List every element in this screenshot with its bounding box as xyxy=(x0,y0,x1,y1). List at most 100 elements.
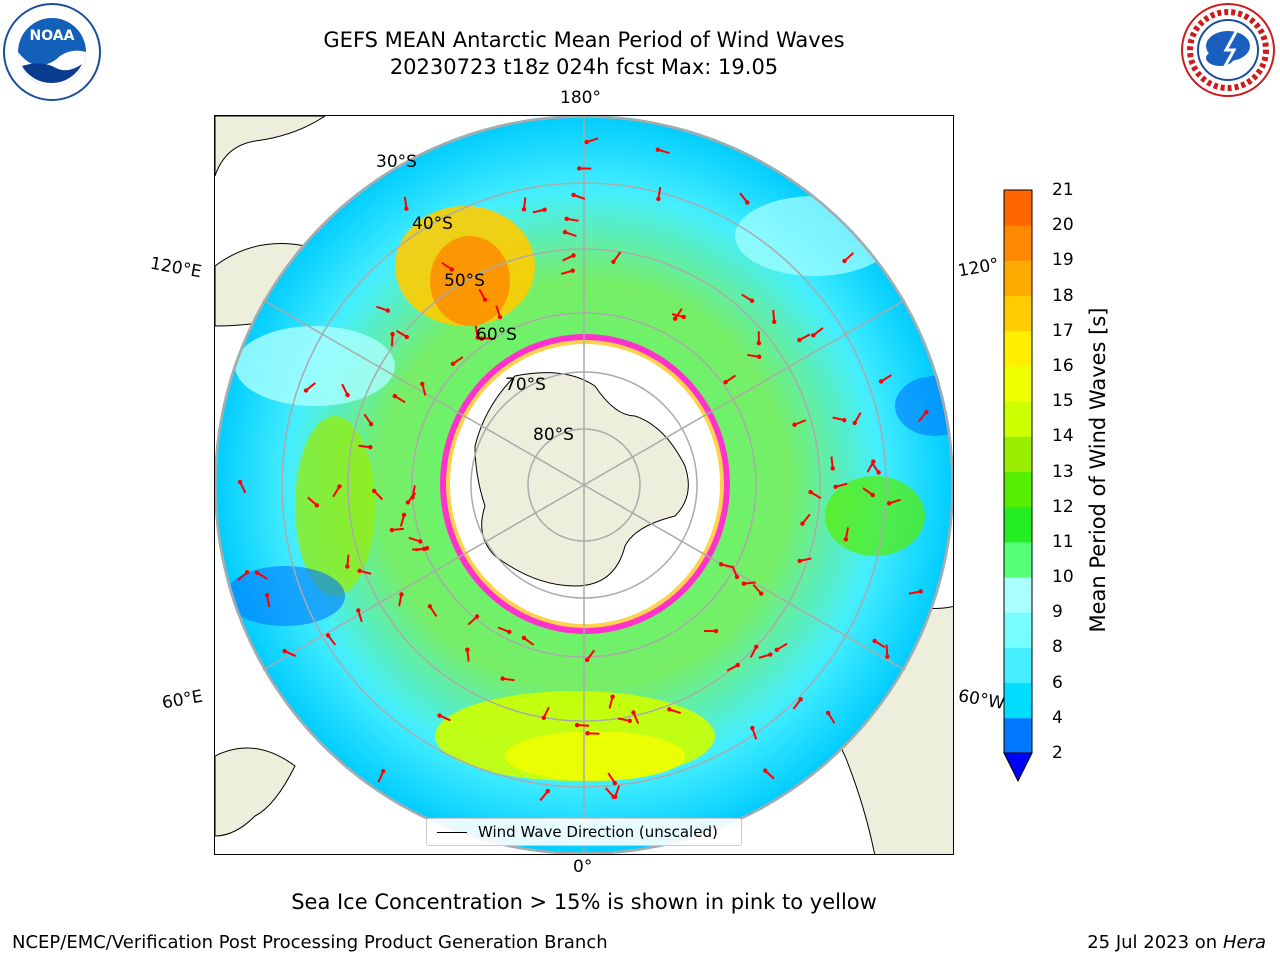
wave-arrow-head xyxy=(612,794,618,800)
lat-label-30s: 30°S xyxy=(376,152,417,172)
wave-arrow-head xyxy=(345,392,350,398)
wave-arrow-head xyxy=(570,268,575,273)
wave-arrow-head xyxy=(797,558,802,564)
colorbar-tick-label: 4 xyxy=(1052,707,1063,728)
colorbar-band xyxy=(1004,190,1032,226)
polar-map xyxy=(214,115,954,855)
wave-arrow-head xyxy=(870,492,875,498)
lon-label-60e: 60°E xyxy=(160,686,205,714)
wave-arrow-head xyxy=(564,216,569,221)
wave-arrow-head xyxy=(723,380,728,385)
wave-arrow-head xyxy=(541,715,546,721)
wave-arrow-head xyxy=(475,335,480,340)
wave-arrow-head xyxy=(542,207,547,212)
noaa-logo-icon: NOAA xyxy=(2,2,102,106)
colorbar-band xyxy=(1004,612,1032,648)
wave-arrow-head xyxy=(798,697,803,702)
legend-line-swatch xyxy=(437,832,467,833)
colorbar-band xyxy=(1004,647,1032,684)
wave-arrow-head xyxy=(337,484,342,489)
lat-label-70s: 70°S xyxy=(505,375,546,395)
wave-arrow-head xyxy=(282,648,287,654)
wave-arrow-head xyxy=(772,319,777,325)
colorbar-swatches xyxy=(1003,189,1033,783)
wave-arrow-head xyxy=(885,654,890,659)
lon-label-180: 180° xyxy=(560,88,601,108)
colorbar-tick-label: 2 xyxy=(1052,743,1063,763)
lat-label-50s: 50°S xyxy=(444,271,485,291)
lon-label-120w: 120° xyxy=(956,254,1001,282)
noaa-logo-text: NOAA xyxy=(30,28,75,44)
colorbar-tick-label: 12 xyxy=(1052,496,1074,517)
colorbar-band xyxy=(1004,682,1032,719)
wave-arrow-head xyxy=(571,253,576,258)
wave-arrow-head xyxy=(610,694,615,699)
colorbar-tick-label: 18 xyxy=(1052,285,1074,306)
map-canvas xyxy=(215,116,953,854)
colorbar-tick-label: 19 xyxy=(1052,250,1074,271)
wave-arrow-head xyxy=(474,614,480,619)
wave-arrow-head xyxy=(876,470,881,475)
lat-label-60s: 60°S xyxy=(476,325,517,345)
wave-arrow-head xyxy=(368,421,374,427)
wave-arrow-head xyxy=(507,629,512,635)
wave-arrow-head xyxy=(303,388,309,393)
wave-arrow-head xyxy=(420,381,425,387)
wave-arrow-head xyxy=(314,503,320,508)
wave-arrow-head xyxy=(718,562,724,567)
wave-arrow-head xyxy=(437,713,442,718)
wave-arrow-head xyxy=(918,589,923,594)
legend-label: Wind Wave Direction (unscaled) xyxy=(478,823,718,841)
wave-arrow-head xyxy=(627,718,632,724)
wave-arrow-head xyxy=(754,644,759,650)
wave-arrow-head xyxy=(924,409,929,415)
wave-arrow-head xyxy=(424,545,430,551)
wave-arrow-head xyxy=(390,331,395,337)
colorbar-band xyxy=(1004,541,1032,578)
wave-arrow-head xyxy=(244,570,250,575)
colorbar-tick-label: 8 xyxy=(1052,637,1063,658)
wave-arrow-head xyxy=(371,488,377,494)
colorbar-band xyxy=(1004,577,1032,613)
wave-arrow-head xyxy=(345,564,350,569)
colorbar-tick-label: 17 xyxy=(1052,320,1074,341)
wave-arrow-head xyxy=(418,539,423,544)
colorbar-band xyxy=(1004,225,1032,261)
wave-arrow-head xyxy=(713,628,719,634)
lon-label-120e: 120°E xyxy=(148,253,204,283)
wave-arrow-head xyxy=(574,722,580,728)
wave-arrow-head xyxy=(830,466,835,471)
colorbar-tick-label: 14 xyxy=(1052,426,1074,447)
wave-arrow-head xyxy=(833,484,838,489)
wave-arrow-head xyxy=(562,229,568,235)
chart-subtitle: 20230723 t18z 024h fcst Max: 19.05 xyxy=(389,55,779,79)
colorbar-band xyxy=(1004,401,1032,437)
wave-arrow-head xyxy=(389,527,395,533)
colorbar-band xyxy=(1004,330,1032,367)
wave-arrow-head xyxy=(325,633,331,638)
lat-label-80s: 80°S xyxy=(533,425,574,445)
colorbar-band xyxy=(1004,717,1032,754)
wave-arrow-head xyxy=(385,308,390,313)
wave-arrow-head xyxy=(886,501,892,506)
chart-title: GEFS MEAN Antarctic Mean Period of Wind … xyxy=(323,28,845,52)
wave-arrow-head xyxy=(631,710,636,715)
footer-host: Hera xyxy=(1222,932,1266,953)
lat-label-40s: 40°S xyxy=(412,214,453,234)
wave-arrow-head xyxy=(808,489,813,495)
colorbar-tick-label: 20 xyxy=(1052,215,1074,236)
wave-arrow-head xyxy=(392,393,397,399)
wave-arrow-head xyxy=(368,445,373,450)
graticule xyxy=(215,116,953,854)
wave-arrow-head xyxy=(237,479,243,485)
wave-arrow-head xyxy=(356,608,361,613)
colorbar-band xyxy=(1004,471,1032,508)
colorbar-band xyxy=(1004,506,1032,543)
wave-arrow-head xyxy=(843,537,849,542)
lon-label-0: 0° xyxy=(573,857,593,877)
wave-arrow-head xyxy=(872,638,877,644)
wave-arrow-head xyxy=(571,192,576,198)
wave-arrow-head xyxy=(800,521,805,526)
wave-arrow-head xyxy=(611,259,616,265)
wave-arrow-head xyxy=(401,512,407,518)
